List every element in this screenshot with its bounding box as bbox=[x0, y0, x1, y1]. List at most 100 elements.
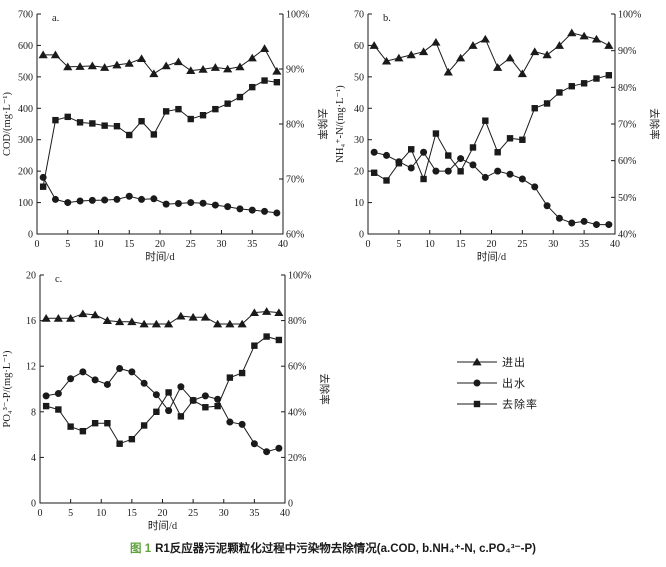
series-triangle bbox=[38, 44, 282, 78]
svg-text:60: 60 bbox=[354, 41, 364, 52]
x-axis-label: 时间/d bbox=[148, 519, 178, 532]
svg-text:50%: 50% bbox=[618, 193, 636, 204]
y-axis-right-label: 去除率 bbox=[318, 373, 331, 405]
svg-text:0: 0 bbox=[31, 499, 36, 510]
svg-text:0: 0 bbox=[359, 230, 364, 241]
svg-text:60%: 60% bbox=[618, 156, 636, 167]
svg-text:0: 0 bbox=[288, 499, 293, 510]
legend-label: 进出 bbox=[502, 356, 526, 369]
svg-text:50: 50 bbox=[354, 72, 364, 83]
svg-text:600: 600 bbox=[18, 41, 33, 52]
y-axis-left-label: PO₄³⁻-P/(mg·L⁻¹) bbox=[2, 350, 13, 428]
axes bbox=[39, 275, 286, 504]
legend-item-removal: 去除率 bbox=[456, 393, 538, 414]
svg-text:700: 700 bbox=[18, 10, 33, 21]
svg-text:30: 30 bbox=[219, 508, 229, 519]
svg-text:8: 8 bbox=[31, 407, 36, 418]
legend: 进出 出水 去除率 bbox=[456, 351, 538, 414]
series-square bbox=[39, 77, 281, 190]
svg-text:30: 30 bbox=[217, 239, 227, 250]
svg-text:20: 20 bbox=[155, 239, 165, 250]
svg-text:40: 40 bbox=[280, 508, 290, 519]
svg-text:25: 25 bbox=[188, 508, 198, 519]
svg-text:0: 0 bbox=[38, 508, 43, 519]
svg-text:60%: 60% bbox=[286, 230, 304, 241]
svg-text:30: 30 bbox=[354, 135, 364, 146]
figure-caption: 图 1 R1反应器污泥颗粒化过程中污染物去除情况(a.COD, b.NH₄⁺-N,… bbox=[0, 540, 666, 556]
svg-text:70: 70 bbox=[354, 10, 364, 21]
svg-text:500: 500 bbox=[18, 72, 33, 83]
svg-text:15: 15 bbox=[124, 239, 134, 250]
svg-text:10: 10 bbox=[425, 239, 435, 250]
tick-labels: 0 4 8 12 16 20 0 20% 40% 60% 80% 100% 0 5 10 15 20 25 30 35… bbox=[26, 271, 311, 520]
series-circle bbox=[42, 364, 283, 456]
series-square bbox=[42, 333, 283, 447]
svg-text:100: 100 bbox=[18, 198, 33, 209]
chart-a-canvas: 0 100 200 300 400 500 600 700 60% 70% 80% 90% 100% 0 5… bbox=[2, 10, 329, 263]
x-axis-label: 时间/d bbox=[477, 250, 507, 262]
svg-text:25: 25 bbox=[517, 239, 527, 250]
svg-text:90%: 90% bbox=[286, 65, 304, 76]
axis-labels: b. 时间/d NH₄⁺-N/(mg·L⁻¹) 去除率 bbox=[335, 13, 661, 262]
panel-label: b. bbox=[383, 13, 391, 24]
svg-text:40: 40 bbox=[610, 239, 620, 250]
svg-text:5: 5 bbox=[65, 239, 70, 250]
svg-text:20: 20 bbox=[487, 239, 497, 250]
x-axis-label: 时间/d bbox=[145, 250, 175, 262]
circle-marker-icon bbox=[457, 379, 497, 386]
tick-labels: 0 100 200 300 400 500 600 700 60% 70% 80% 90% 100% 0 5… bbox=[18, 10, 309, 251]
svg-text:20: 20 bbox=[26, 271, 36, 282]
chart-b: 0 10 20 30 40 50 60 70 40% 50% 60% 70% 80% 90% 100% 0 5 1… bbox=[333, 0, 666, 263]
panel-label: c. bbox=[55, 274, 62, 285]
svg-text:20: 20 bbox=[158, 508, 168, 519]
triangle-marker-icon bbox=[457, 357, 497, 365]
svg-text:5: 5 bbox=[68, 508, 73, 519]
y-axis-right-label: 去除率 bbox=[316, 108, 329, 140]
svg-text:35: 35 bbox=[247, 239, 257, 250]
svg-text:35: 35 bbox=[579, 239, 589, 250]
svg-text:40%: 40% bbox=[288, 407, 306, 418]
chart-c: 0 4 8 12 16 20 0 20% 40% 60% 80% 100% 0 5 10 15 20 25 30 35… bbox=[0, 262, 333, 533]
svg-text:200: 200 bbox=[18, 167, 33, 178]
svg-text:70%: 70% bbox=[286, 175, 304, 186]
chart-c-canvas: 0 4 8 12 16 20 0 20% 40% 60% 80% 100% 0 5 10 15 20 25 30 35… bbox=[2, 271, 331, 533]
axis-labels: c. 时间/d PO₄³⁻-P/(mg·L⁻¹) 去除率 bbox=[2, 274, 331, 532]
svg-text:100%: 100% bbox=[286, 10, 309, 21]
series-triangle bbox=[369, 28, 614, 78]
panel-label: a. bbox=[52, 13, 59, 24]
legend-item-influent: 进出 bbox=[456, 351, 538, 372]
svg-text:0: 0 bbox=[35, 239, 40, 250]
svg-text:300: 300 bbox=[18, 135, 33, 146]
square-marker-icon bbox=[457, 400, 497, 407]
chart-a: 0 100 200 300 400 500 600 700 60% 70% 80% 90% 100% 0 5… bbox=[0, 0, 333, 263]
svg-text:40%: 40% bbox=[618, 230, 636, 241]
svg-text:60%: 60% bbox=[288, 362, 306, 373]
tick-labels: 0 10 20 30 40 50 60 70 40% 50% 60% 70% 80% 90% 100% 0 5 1… bbox=[354, 10, 641, 251]
series-circle bbox=[370, 148, 613, 229]
svg-text:100%: 100% bbox=[288, 271, 311, 282]
svg-text:80%: 80% bbox=[286, 120, 304, 131]
svg-text:10: 10 bbox=[354, 198, 364, 209]
svg-text:15: 15 bbox=[127, 508, 137, 519]
svg-text:80%: 80% bbox=[618, 83, 636, 94]
svg-text:0: 0 bbox=[28, 230, 33, 241]
svg-text:100%: 100% bbox=[618, 10, 641, 21]
svg-text:5: 5 bbox=[396, 239, 401, 250]
legend-label: 去除率 bbox=[502, 398, 538, 411]
y-axis-left-label: NH₄⁺-N/(mg·L⁻¹) bbox=[335, 85, 346, 163]
series-triangle bbox=[41, 307, 284, 328]
axis-labels: a. 时间/d COD/(mg·L⁻¹) 去除率 bbox=[2, 13, 329, 262]
svg-text:40: 40 bbox=[354, 104, 364, 115]
svg-text:70%: 70% bbox=[618, 120, 636, 131]
svg-text:12: 12 bbox=[26, 362, 36, 373]
svg-text:16: 16 bbox=[26, 316, 36, 327]
svg-text:20%: 20% bbox=[288, 453, 306, 464]
axes bbox=[367, 14, 616, 235]
svg-text:40: 40 bbox=[278, 239, 288, 250]
y-axis-left-label: COD/(mg·L⁻¹) bbox=[2, 91, 13, 156]
svg-text:90%: 90% bbox=[618, 46, 636, 57]
svg-text:80%: 80% bbox=[288, 316, 306, 327]
caption-number: 图 1 bbox=[130, 543, 152, 555]
series-square bbox=[370, 72, 613, 184]
